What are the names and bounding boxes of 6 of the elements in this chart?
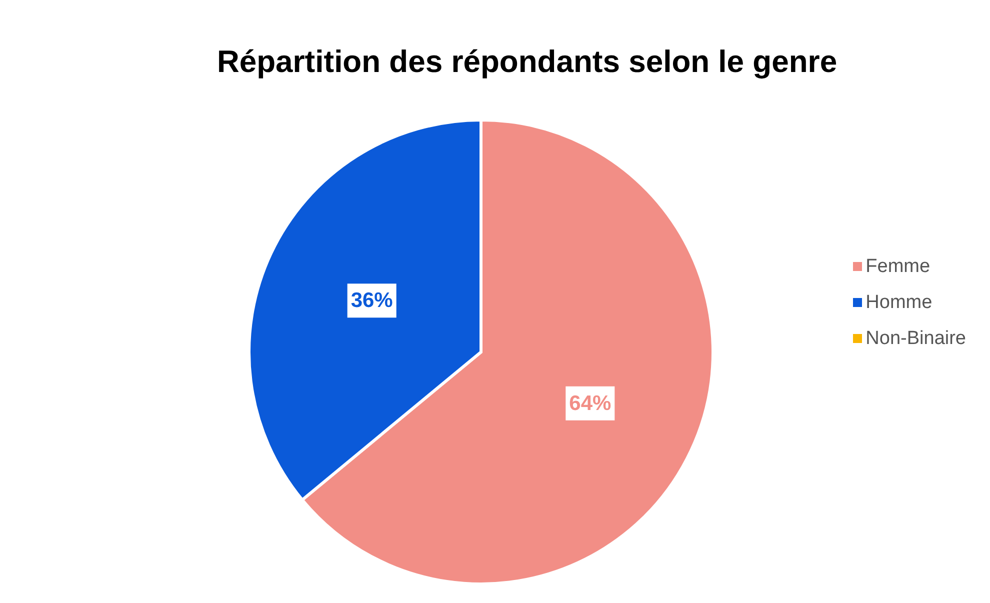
data-label: 64% xyxy=(569,392,612,415)
legend-label: Femme xyxy=(866,256,930,277)
chart-title: Répartition des répondants selon le genre xyxy=(216,44,838,80)
data-label: 36% xyxy=(350,289,394,312)
legend-label: Non-Binaire xyxy=(866,328,966,349)
legend-label: Homme xyxy=(866,292,932,313)
